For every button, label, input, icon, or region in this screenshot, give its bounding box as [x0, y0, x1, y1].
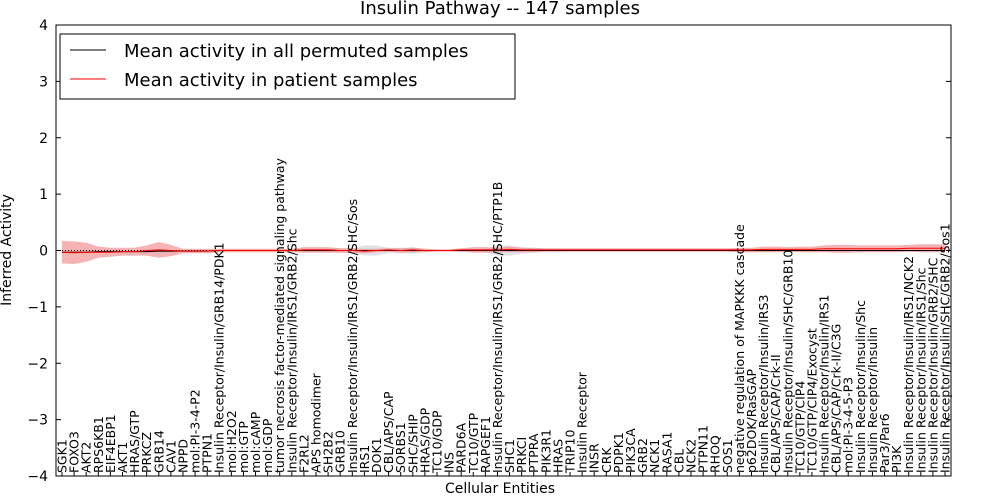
x-tick-label: SOS1 [720, 439, 735, 473]
x-tick-label: PTPN1 [200, 433, 215, 473]
x-tick-label: Insulin Receptor/Insulin/Shc [853, 300, 868, 473]
x-tick-label: GRB2 [635, 438, 650, 473]
x-tick-label: HRAS/GDP [417, 407, 432, 473]
y-axis: −4 −3 −2 −1 0 1 2 3 4 [27, 18, 951, 485]
y-tick-label: 3 [39, 74, 48, 90]
x-tick-label: NCK2 [684, 439, 699, 473]
x-tick-label: HRAS/GTP [127, 410, 142, 473]
x-tick-label: CBL/APS/CAP/Crk-II/C3G [829, 324, 844, 473]
x-tick-label: Insulin Receptor/Insulin/IRS1/NCK2 [901, 256, 916, 473]
x-tick-label: PRKCI [514, 437, 529, 473]
patient-activity-line [61, 247, 945, 254]
x-tick-label: tumor necrosis factor-mediated signaling… [272, 157, 287, 473]
x-axis-label: Cellular Entities [445, 481, 555, 497]
x-tick-label: APS homodimer [309, 372, 324, 473]
x-tick-label: Insulin Receptor/Insulin/IRS1/GRB2/Shc [284, 228, 299, 473]
x-tick-label: CBL [671, 449, 686, 473]
y-tick-label: 4 [39, 18, 48, 34]
x-tick-label: AKT1 [115, 442, 130, 473]
x-tick-label: TC10/GTP/CIP4 [792, 381, 807, 474]
legend-label-permuted: Mean activity in all permuted samples [124, 41, 468, 62]
x-tick-label: Insulin Receptor/Insulin/SHC/GRB10 [780, 250, 795, 473]
x-tick-label: RASA1 [659, 432, 674, 473]
y-axis-label: Inferred Activity [0, 194, 15, 306]
x-tick-label: SHC1 [502, 439, 517, 473]
chart-title: Insulin Pathway -- 147 samples [360, 0, 640, 19]
x-tick-label: INS [442, 452, 457, 473]
x-tick-label: PTPN11 [696, 425, 711, 473]
x-tick-label: Par3/Par6 [877, 413, 892, 473]
x-tick-label: SORBS1 [393, 422, 408, 473]
x-tick-label: TRIP10 [563, 430, 578, 474]
x-tick-label: p62DOK/RasGAP [744, 368, 759, 473]
y-tick-label: 1 [39, 187, 48, 203]
x-tick-label: Insulin Receptor/Insulin/IRS1/Shc [913, 267, 928, 473]
x-tick-label: RAPGEF1 [478, 416, 493, 473]
x-tick-label: DOK1 [369, 437, 384, 473]
x-tick-label: GRB14 [151, 430, 166, 473]
x-tick-label: Insulin Receptor/Insulin/GRB14/PDK1 [212, 242, 227, 473]
x-tick-label: Insulin Receptor/Insulin/GRB2/SHC [925, 257, 940, 473]
x-tick-label: NCK1 [647, 439, 662, 473]
x-tick-label: TC10/GTP/CIP4/Exocyst [804, 328, 819, 474]
x-tick-label: Insulin Receptor/Insulin/IRS1/GRB2/SHC/S… [345, 199, 360, 473]
x-tick-label: CAV1 [163, 440, 178, 473]
y-tick-label: 2 [39, 131, 48, 147]
x-tick-label: mol:cAMP [248, 411, 263, 473]
x-tick-label: Insulin Receptor [575, 371, 590, 473]
y-tick-label: −4 [27, 469, 48, 485]
x-tick-label: mol:GTP [236, 421, 251, 473]
x-tick-label: PDPK1 [611, 432, 626, 473]
x-tick-label: PIK3CA [623, 428, 638, 473]
x-tick-label: PIK3R1 [538, 429, 553, 473]
x-tick-label: SH2B2 [321, 431, 336, 473]
legend-box [59, 33, 516, 100]
x-tick-label: INSR [587, 443, 602, 473]
x-tick-label: Insulin Receptor/Insulin/IRS1/GRB2/SHC/P… [490, 182, 505, 473]
x-tick-label: GRB10 [333, 430, 348, 473]
x-tick-label: mol:H2O2 [224, 410, 239, 473]
x-tick-label: Insulin Receptor/Insulin/IRS3 [756, 295, 771, 473]
x-tick-label: negative regulation of MAPKKK cascade [732, 224, 747, 473]
y-tick-label: −2 [27, 356, 48, 372]
x-tick-label: TC10/GDP [430, 410, 445, 474]
x-tick-label: Insulin Receptor/Insulin [865, 327, 880, 473]
x-tick-label: PARD6A [454, 422, 469, 473]
x-tick-label: Insulin Receptor/Insulin/IRS1 [817, 295, 832, 473]
x-tick-label: FOXO3 [67, 431, 82, 473]
x-tick-labels: SGK1FOXO3AKT2RPS6KB1EIF4EBP1AKT1HRAS/GTP… [55, 157, 953, 476]
x-tick-label: NPPD [176, 439, 191, 473]
x-tick-label: IRS1 [357, 445, 372, 473]
x-tick-label: RHOQ [708, 435, 723, 473]
x-tick-label: CBL/APS/CAP/Crk-II [768, 354, 783, 473]
x-tick-label: mol:PI-3-4-P2 [188, 389, 203, 473]
x-tick-label: HRAS [550, 439, 565, 473]
x-tick-label: SHC/SHIP [405, 414, 420, 473]
x-tick-label: AKT2 [79, 442, 94, 473]
x-tick-label: RPS6KB1 [91, 416, 106, 473]
x-tick-label: F2RL2 [296, 434, 311, 473]
legend-label-patient: Mean activity in patient samples [124, 70, 418, 91]
y-tick-label: 0 [39, 244, 48, 260]
x-tick-label: SGK1 [55, 439, 70, 473]
x-tick-label: mol:PI-3-4-5-P3 [841, 377, 856, 473]
y-tick-label: −1 [27, 300, 48, 316]
x-tick-label: PI3K [889, 445, 904, 473]
x-tick-label: PTPRA [526, 433, 541, 473]
x-tick-label: CBL/APS/CAP [381, 391, 396, 473]
legend: Mean activity in all permuted samples Me… [59, 33, 516, 100]
x-tick-label: Insulin Receptor/Insulin/SHC/GRB2/Sos1 [938, 223, 953, 473]
y-tick-label: −3 [27, 413, 48, 429]
x-tick-label: PRKCZ [139, 432, 154, 473]
x-tick-label: CRK [599, 447, 614, 473]
x-tick-label: mol:GDP [260, 418, 275, 473]
x-tick-label: TC10/GTP [466, 412, 481, 474]
x-tick-label: EIF4EBP1 [103, 414, 118, 473]
activity-lines [56, 247, 951, 254]
